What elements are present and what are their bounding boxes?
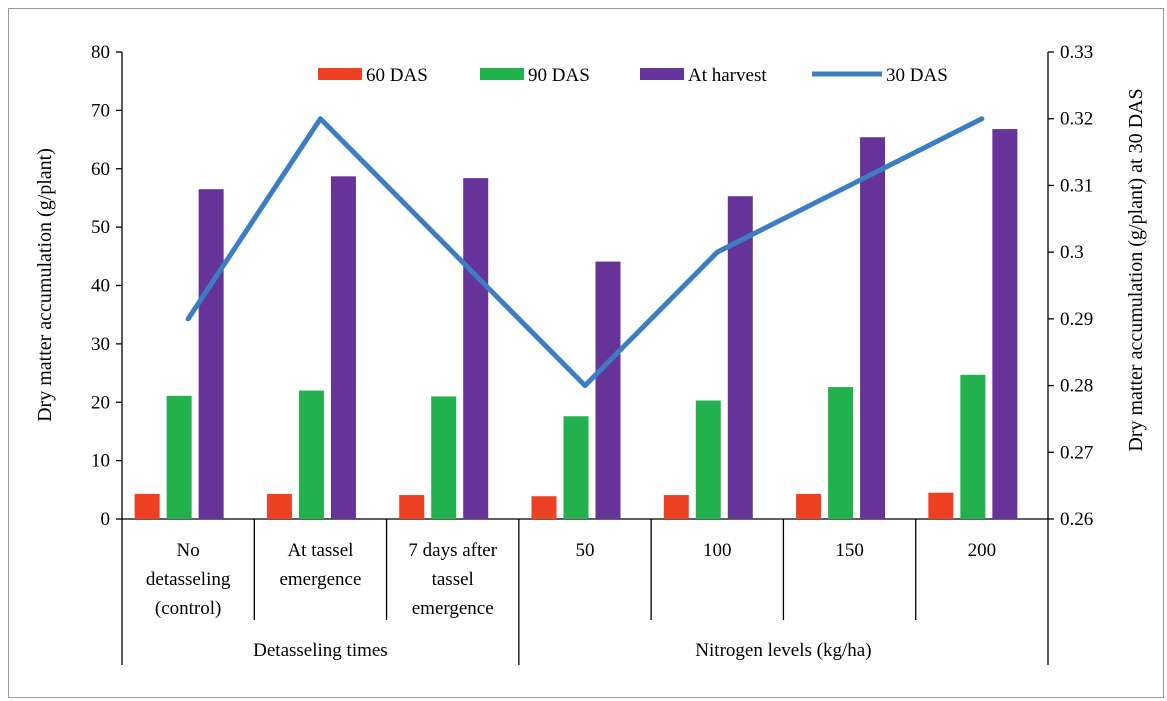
y-tick-label: 30: [91, 334, 110, 355]
x-tick-label: emergence: [412, 598, 494, 619]
y2-tick-label: 0.32: [1060, 109, 1093, 130]
group-label: Detasseling times: [253, 640, 388, 661]
legend-swatch: [318, 68, 362, 80]
legend-swatch: [480, 68, 524, 80]
y-tick-label: 40: [91, 276, 110, 297]
y2-axis-title: Dry matter accumulation (g/plant) at 30 …: [1125, 88, 1147, 451]
y-tick-label: 50: [91, 217, 110, 238]
x-tick-label: (control): [155, 598, 221, 619]
y2-tick-label: 0.31: [1060, 175, 1093, 196]
bar-60-das: [266, 493, 292, 519]
legend-label: 60 DAS: [366, 65, 428, 86]
axes: 0 10 20 30 40 50 60 70 80 0.26 0.27 0.28 0.29 0.3 0.31…: [91, 42, 1093, 665]
group-label: Nitrogen levels (kg/ha): [695, 640, 871, 661]
x-tick-label: At tassel: [287, 540, 353, 561]
bar-60-das: [663, 495, 689, 519]
x-tick-label: 100: [703, 540, 732, 561]
y2-tick-label: 0.3: [1060, 242, 1084, 263]
x-tick-label: No: [177, 540, 200, 561]
bar-60-das: [531, 496, 557, 519]
x-tick-label: detasseling: [146, 569, 231, 590]
y2-tick-label: 0.26: [1060, 509, 1093, 530]
bar-at-harvest: [330, 176, 356, 519]
y-axis-title: Dry matter accumulation (g/plant): [34, 148, 56, 422]
bar-at-harvest: [198, 189, 224, 519]
x-tick-label: 50: [576, 540, 595, 561]
bar-at-harvest: [595, 261, 621, 519]
x-tick-label: 200: [968, 540, 997, 561]
y-tick-label: 70: [91, 100, 110, 121]
y2-tick-label: 0.28: [1060, 376, 1093, 397]
y2-tick-label: 0.33: [1060, 42, 1093, 63]
y-tick-label: 60: [91, 159, 110, 180]
bar-90-das: [431, 396, 457, 519]
y-tick-label: 20: [91, 392, 110, 413]
legend-swatch: [640, 68, 684, 80]
bar-90-das: [960, 374, 986, 519]
bar-60-das: [796, 493, 822, 519]
bar-60-das: [928, 492, 954, 519]
y-tick-label: 10: [91, 451, 110, 472]
y2-tick-label: 0.29: [1060, 309, 1093, 330]
bar-60-das: [399, 495, 425, 519]
bar-90-das: [695, 400, 721, 519]
labels: Dry matter accumulation (g/plant) Dry ma…: [34, 88, 1147, 451]
legend-label: 30 DAS: [886, 65, 948, 86]
x-tick-label: emergence: [279, 569, 361, 590]
bar-90-das: [563, 416, 589, 519]
bar-at-harvest: [463, 178, 489, 519]
y-tick-label: 80: [91, 42, 110, 63]
line-series: [185, 116, 985, 389]
y2-tick-label: 0.27: [1060, 442, 1093, 463]
bar-90-das: [166, 395, 192, 519]
x-tick-label: tassel: [432, 569, 474, 590]
bar-at-harvest: [860, 137, 886, 520]
legend: 60 DAS 90 DAS At harvest 30 DAS: [318, 65, 948, 86]
bar-90-das: [298, 390, 324, 519]
legend-label: At harvest: [688, 65, 767, 86]
bar-90-das: [828, 387, 854, 519]
legend-label: 90 DAS: [528, 65, 590, 86]
y-tick-label: 0: [101, 509, 111, 530]
x-tick-label: 150: [835, 540, 864, 561]
x-tick-label: 7 days after: [408, 540, 497, 561]
bars: [134, 129, 1018, 520]
bar-at-harvest: [992, 129, 1018, 519]
bar-60-das: [134, 493, 160, 519]
bar-at-harvest: [727, 196, 753, 519]
